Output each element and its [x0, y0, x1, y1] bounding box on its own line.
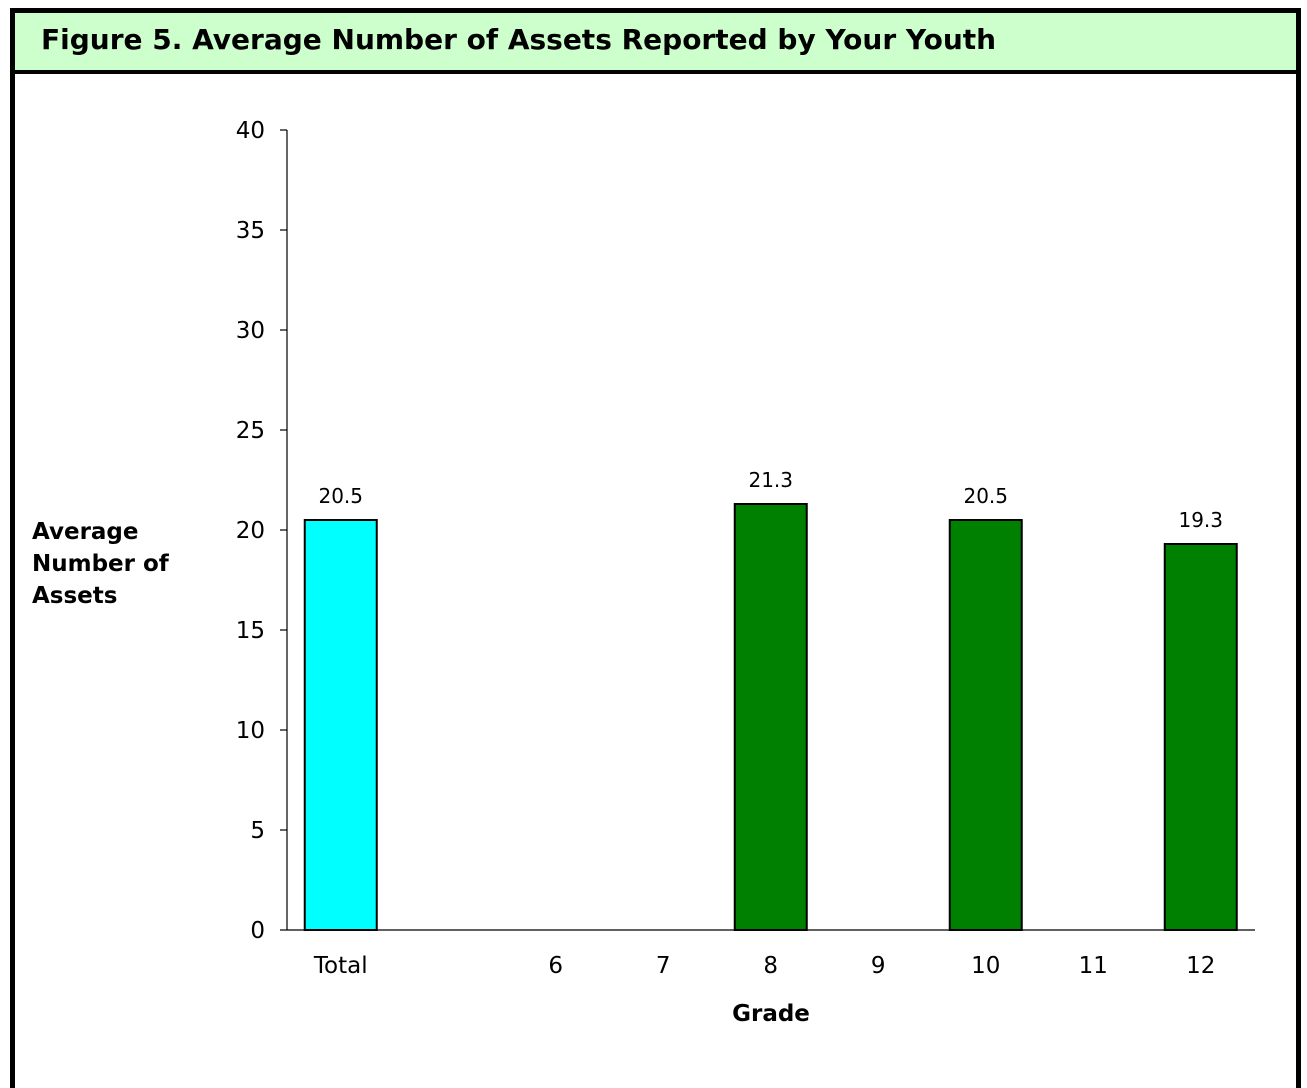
x-tick-label: 7: [656, 953, 671, 979]
y-tick-label: 20: [236, 518, 265, 544]
figure-title: Figure 5. Average Number of Assets Repor…: [41, 23, 997, 56]
figure-title-bar: Figure 5. Average Number of Assets Repor…: [15, 13, 1296, 74]
chart-axes: 0 5 10 15 20 25 30 35 40 Total 6 7 8 9 10 11 12: [236, 118, 1255, 979]
y-tick-label: 35: [236, 218, 265, 244]
x-tick-label: 10: [971, 953, 1000, 979]
y-axis-label-line: Average: [32, 519, 139, 545]
bar-10: [948, 519, 1023, 931]
y-tick-label: 5: [250, 818, 265, 844]
y-tick-label: 30: [236, 318, 265, 344]
x-tick-label: 8: [763, 953, 778, 979]
bar-series: [303, 503, 1238, 931]
y-axis-label-line: Assets: [32, 583, 117, 609]
data-label: 20.5: [318, 484, 363, 508]
x-tick-label: 6: [548, 953, 563, 979]
figure-frame: Figure 5. Average Number of Assets Repor…: [10, 8, 1301, 1088]
data-label: 21.3: [748, 468, 793, 492]
y-tick-label: 40: [236, 118, 265, 144]
x-axis-label: Grade: [732, 1001, 810, 1027]
x-tick-label: 12: [1186, 953, 1215, 979]
y-tick-label: 15: [236, 618, 265, 644]
bar-12: [1163, 543, 1238, 931]
data-label: 20.5: [963, 484, 1008, 508]
data-label: 19.3: [1178, 508, 1223, 532]
y-axis-label: Average Number of Assets: [32, 519, 170, 609]
data-labels: 20.5 21.3 20.5 19.3: [318, 468, 1223, 532]
x-tick-label: 9: [871, 953, 886, 979]
x-tick-label: 11: [1079, 953, 1108, 979]
y-tick-label: 25: [236, 418, 265, 444]
y-tick-label: 0: [250, 918, 265, 944]
bar-8: [733, 503, 808, 931]
x-tick-label: Total: [313, 953, 368, 979]
bar-total: [303, 519, 378, 931]
y-tick-label: 10: [236, 718, 265, 744]
y-axis-label-line: Number of: [32, 551, 170, 577]
